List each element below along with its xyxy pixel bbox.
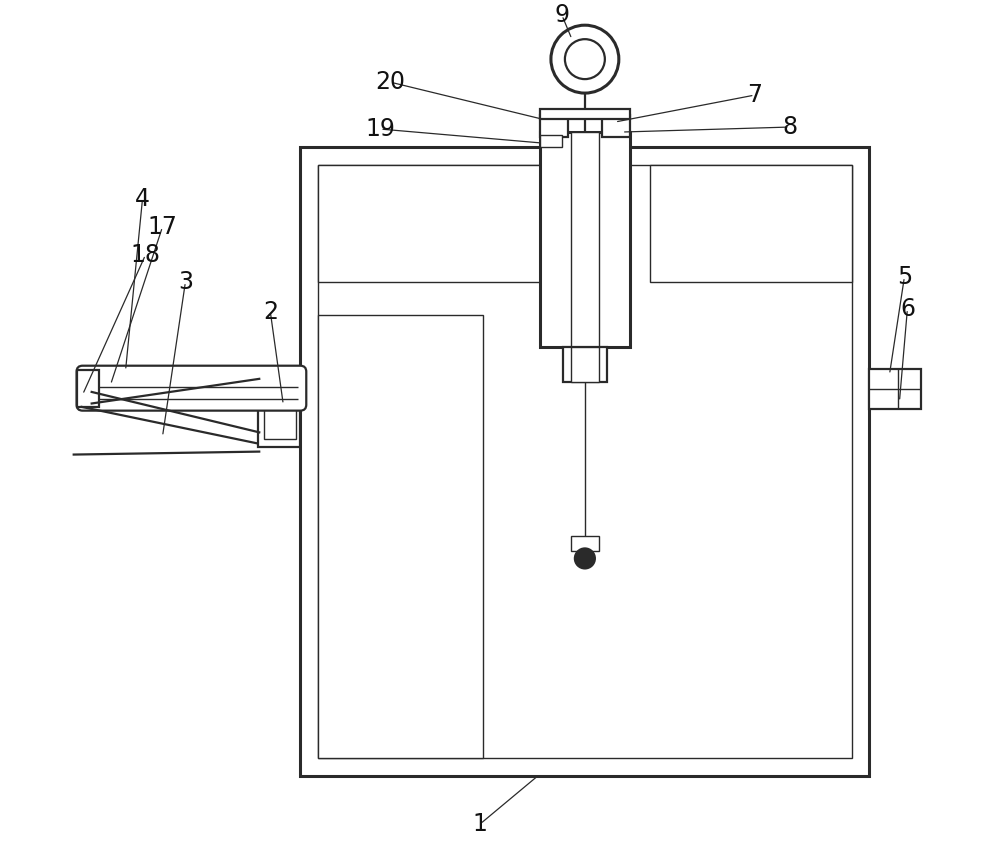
Bar xyxy=(540,135,562,147)
Circle shape xyxy=(551,25,619,93)
Text: 3: 3 xyxy=(178,270,193,294)
Bar xyxy=(540,132,630,346)
Text: 19: 19 xyxy=(365,117,395,141)
Bar xyxy=(258,377,300,447)
Bar xyxy=(571,536,599,552)
Bar xyxy=(571,346,599,382)
Circle shape xyxy=(565,39,605,79)
Bar xyxy=(318,165,852,758)
Text: 2: 2 xyxy=(263,300,278,324)
Circle shape xyxy=(575,548,595,568)
FancyBboxPatch shape xyxy=(77,365,306,410)
Text: 18: 18 xyxy=(131,242,161,267)
Bar xyxy=(650,165,852,281)
Text: 20: 20 xyxy=(375,70,405,94)
Bar xyxy=(300,147,869,776)
Bar xyxy=(563,346,607,382)
Bar xyxy=(540,115,568,137)
Text: 9: 9 xyxy=(554,3,569,27)
Text: 5: 5 xyxy=(897,265,912,289)
Bar xyxy=(869,369,921,409)
Text: 4: 4 xyxy=(135,187,150,211)
Bar xyxy=(77,370,99,407)
Text: 1: 1 xyxy=(473,812,487,836)
Bar xyxy=(264,385,296,438)
Text: 17: 17 xyxy=(148,215,177,239)
Text: 6: 6 xyxy=(900,297,915,320)
Bar xyxy=(571,132,599,346)
Bar xyxy=(602,115,630,137)
Bar xyxy=(540,109,630,119)
Bar xyxy=(318,165,548,281)
Text: 8: 8 xyxy=(782,115,797,139)
Text: 7: 7 xyxy=(747,83,762,107)
Bar xyxy=(318,314,483,758)
